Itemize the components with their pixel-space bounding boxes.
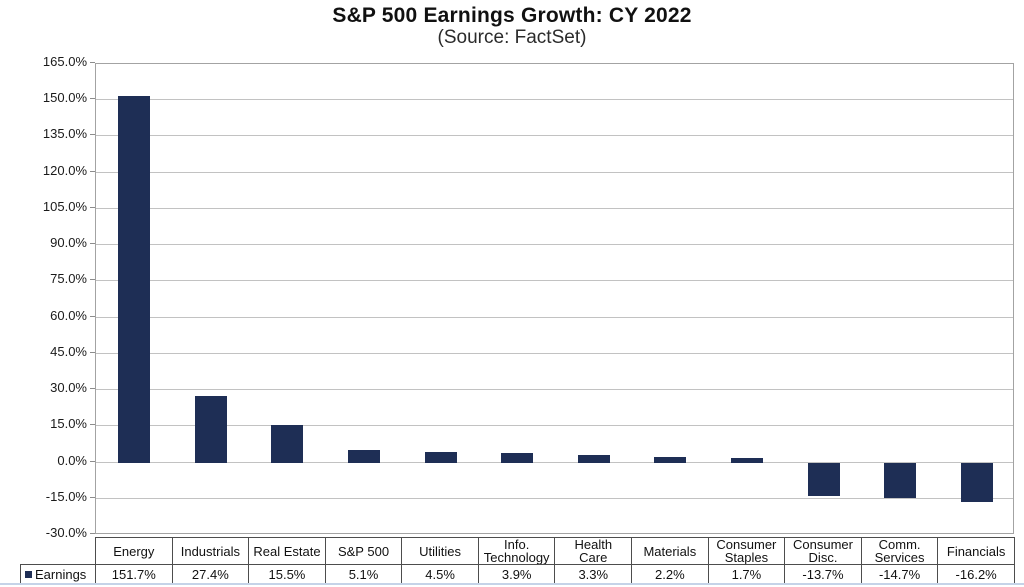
gridline-105.0% (96, 207, 1013, 209)
y-tick-label: 105.0% (42, 198, 87, 214)
value-materials: 2.2% (631, 564, 709, 585)
bar-financials (960, 462, 993, 502)
bar-utilities (424, 451, 457, 463)
y-tick-mark (90, 279, 95, 281)
category-label-health-care: Health Care (554, 537, 633, 565)
category-label-consumer-staples: Consumer Staples (707, 537, 786, 565)
y-tick-label: 30.0% (50, 380, 87, 396)
bar-info-technology (501, 453, 534, 463)
y-tick-label: 45.0% (50, 343, 87, 359)
bar-comm-services (884, 462, 917, 499)
bar-consumer-disc- (807, 462, 840, 496)
y-tick-mark (90, 243, 95, 245)
y-tick-label: 135.0% (42, 126, 87, 142)
y-tick-label: 75.0% (50, 271, 87, 287)
chart-title: S&P 500 Earnings Growth: CY 2022 (332, 4, 692, 27)
plot-area (95, 63, 1014, 534)
earnings-series-marker-icon (25, 571, 32, 578)
y-tick-label: 15.0% (50, 416, 87, 432)
value-utilities: 4.5% (401, 564, 479, 585)
y-tick-mark (90, 170, 95, 172)
gridline-135.0% (96, 135, 1013, 137)
table-corner-blank (21, 538, 96, 565)
y-tick-mark (90, 206, 95, 208)
category-label-energy: Energy (95, 537, 173, 565)
y-tick-label: 120.0% (42, 162, 87, 178)
value-info-technology: 3.9% (477, 564, 556, 585)
category-label-info-technology: Info. Technology (477, 537, 556, 565)
gridline-0.0% (96, 461, 1013, 463)
gridline-120.0% (96, 171, 1013, 173)
bar-s-p-500 (348, 450, 381, 463)
category-label-financials: Financials (937, 537, 1015, 565)
category-label-industrials: Industrials (171, 537, 250, 565)
earnings-value-row: Earnings 151.7% 27.4% 15.5% 5.1% 4.5% 3.9% 3.3%… (20, 564, 1015, 585)
gridline-75.0% (96, 280, 1013, 282)
category-header-row: Energy Industrials Real Estate S&P 500 Utili… (21, 537, 1015, 565)
y-tick-mark (90, 134, 95, 136)
value-real-estate: 15.5% (248, 564, 326, 585)
y-tick-label: 60.0% (50, 307, 87, 323)
value-energy: 151.7% (95, 564, 173, 585)
value-industrials: 27.4% (171, 564, 250, 585)
y-tick-label: 90.0% (50, 235, 87, 251)
category-label-real-estate: Real Estate (248, 537, 326, 565)
y-tick-mark (90, 424, 95, 426)
category-label-materials: Materials (631, 537, 709, 565)
value-consumer-disc-: -13.7% (784, 564, 862, 585)
y-tick-label: 165.0% (42, 54, 87, 69)
gridline-150.0% (96, 99, 1013, 101)
legend-cell: Earnings (20, 564, 96, 585)
y-tick-mark (90, 460, 95, 462)
bar-health-care (577, 454, 610, 463)
bar-industrials (194, 396, 227, 463)
y-tick-label: 150.0% (42, 90, 87, 106)
y-tick-label: 0.0% (57, 452, 87, 468)
y-tick-label: -15.0% (45, 488, 87, 504)
bottom-divider (0, 583, 1024, 585)
y-tick-mark (90, 496, 95, 498)
category-label-utilities: Utilities (401, 537, 479, 565)
y-tick-mark (90, 388, 95, 390)
y-tick-mark (90, 315, 95, 317)
category-label-consumer-disc-: Consumer Disc. (784, 537, 862, 565)
bar-consumer-staples (730, 458, 763, 463)
data-table: Energy Industrials Real Estate S&P 500 Utili… (20, 537, 1015, 585)
bar-materials (654, 457, 687, 463)
gridline-30.0% (96, 389, 1013, 391)
y-tick-mark (90, 98, 95, 100)
gridline-45.0% (96, 352, 1013, 354)
value-financials: -16.2% (937, 564, 1015, 585)
value-s-p-500: 5.1% (324, 564, 403, 585)
chart-subtitle: (Source: FactSet) (437, 27, 587, 48)
category-label-s-p-500: S&P 500 (324, 537, 403, 565)
value-health-care: 3.3% (554, 564, 633, 585)
gridline-60.0% (96, 316, 1013, 318)
bar-energy (118, 96, 151, 463)
y-tick-label: -30.0% (45, 525, 87, 540)
y-tick-mark (90, 351, 95, 353)
gridline--15.0% (96, 497, 1013, 499)
bar-real-estate (271, 425, 304, 463)
y-tick-mark (90, 533, 95, 534)
value-comm-services: -14.7% (860, 564, 939, 585)
gridline-15.0% (96, 425, 1013, 427)
legend-label: Earnings (35, 567, 87, 582)
gridline-90.0% (96, 244, 1013, 246)
y-tick-mark (90, 62, 95, 63)
category-label-comm-services: Comm. Services (860, 537, 939, 565)
value-consumer-staples: 1.7% (707, 564, 786, 585)
